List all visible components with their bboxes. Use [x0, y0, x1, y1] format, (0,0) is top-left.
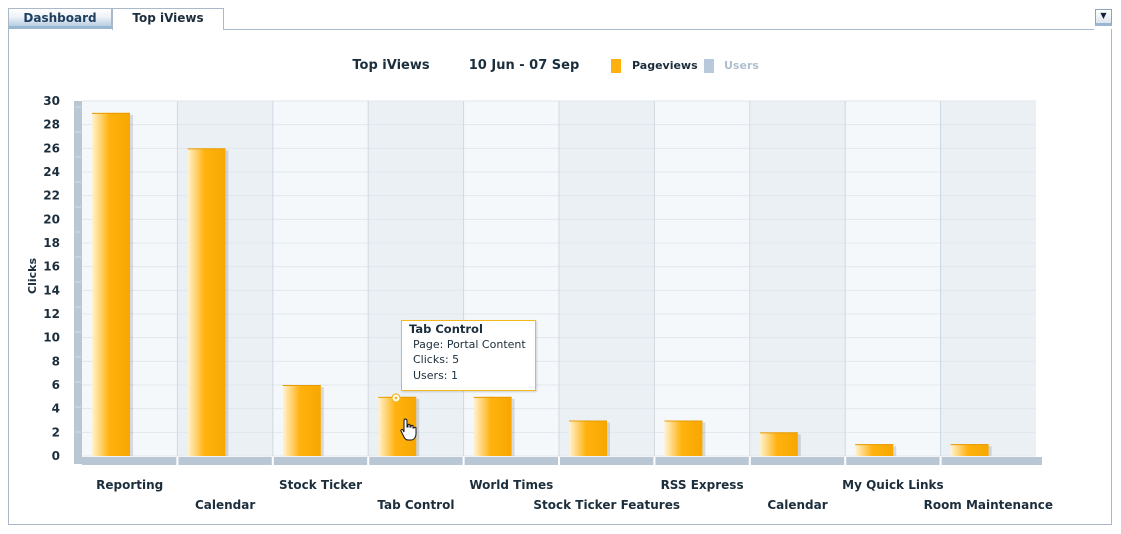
bar-pageviews[interactable] [855, 444, 894, 456]
x-tick-label: Tab Control [377, 498, 454, 512]
x-tick-label: RSS Express [661, 478, 744, 492]
legend-swatch-users [704, 59, 714, 73]
hover-marker [391, 393, 401, 403]
y-tick-label: 2 [52, 425, 60, 439]
tooltip-title: Tab Control [409, 322, 483, 336]
x-tick-label: Stock Ticker [279, 478, 362, 492]
hand-cursor-icon [400, 418, 417, 441]
bar-pageviews[interactable] [569, 420, 607, 457]
tab-divider [224, 29, 1094, 30]
chart-title: Top iViews [352, 58, 429, 73]
x-tick-label: Stock Ticker Features [533, 498, 680, 512]
tooltip-users: Users: 1 [413, 369, 459, 382]
bar-pageviews[interactable] [759, 432, 798, 456]
legend-item-pageviews[interactable]: Pageviews [611, 59, 698, 73]
tab-bar: Dashboard Top iViews ▼ [8, 8, 1112, 30]
category-band [559, 101, 655, 456]
y-tick-label: 0 [52, 449, 60, 463]
bar-pageviews[interactable] [92, 112, 130, 456]
x-tick-label: Calendar [767, 498, 827, 512]
tab-dashboard[interactable]: Dashboard [8, 8, 112, 29]
y-tick-label: 12 [43, 307, 60, 321]
tooltip-clicks: Clicks: 5 [413, 353, 460, 366]
dropdown-arrow-icon[interactable]: ▼ [1095, 9, 1112, 26]
x-tick-label: Calendar [195, 498, 255, 512]
y-tick-label: 24 [43, 165, 60, 179]
bar-pageviews[interactable] [950, 444, 989, 456]
y-tick-label: 26 [43, 141, 60, 155]
legend-item-users[interactable]: Users [704, 59, 759, 73]
category-band [749, 101, 846, 456]
x-axis [82, 457, 1042, 465]
legend-swatch-pageviews [611, 59, 621, 73]
bar-pageviews[interactable] [664, 420, 703, 457]
chart-panel [8, 29, 1112, 525]
y-tick-label: 4 [52, 402, 60, 416]
y-tick-label: 6 [52, 378, 60, 392]
x-tick-label: Room Maintenance [924, 498, 1053, 512]
bar-pageviews[interactable] [473, 396, 512, 456]
tooltip: Tab Control Page: Portal Content Clicks:… [401, 320, 536, 391]
tab-top-iviews[interactable]: Top iViews [112, 8, 224, 30]
y-tick-label: 14 [43, 283, 60, 297]
x-tick-label: World Times [469, 478, 553, 492]
bar-pageviews[interactable] [187, 148, 226, 457]
x-tick-label: My Quick Links [842, 478, 944, 492]
tooltip-page: Page: Portal Content [413, 338, 526, 351]
bar-pageviews[interactable] [282, 385, 321, 456]
y-tick-label: 30 [43, 94, 60, 108]
y-tick-label: 8 [52, 354, 60, 368]
y-tick-label: 28 [43, 118, 60, 132]
y-axis-label: Clicks [26, 258, 39, 294]
y-tick-label: 22 [43, 189, 60, 203]
x-tick-label: Reporting [96, 478, 163, 492]
y-tick-label: 20 [43, 212, 60, 226]
y-tick-label: 10 [43, 331, 60, 345]
date-range: 10 Jun - 07 Sep [469, 58, 580, 73]
legend-label-users: Users [724, 59, 759, 72]
category-band [940, 101, 1036, 456]
y-tick-label: 16 [43, 260, 60, 274]
legend-label-pageviews: Pageviews [632, 59, 698, 72]
y-tick-label: 18 [43, 236, 60, 250]
